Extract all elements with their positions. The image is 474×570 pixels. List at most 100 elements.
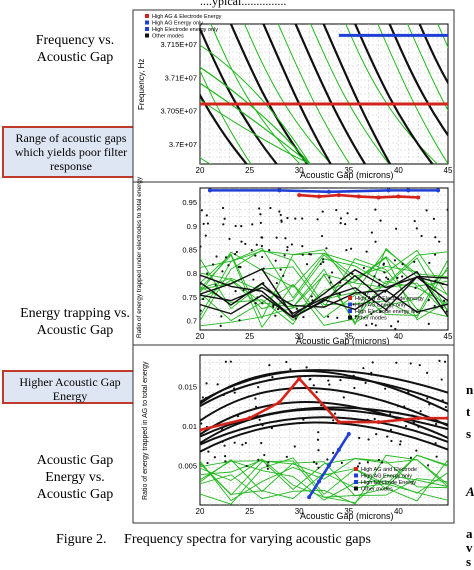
mode-point-black: [261, 302, 264, 305]
mode-point-black: [244, 441, 247, 445]
x-tick-label: 20: [196, 507, 205, 516]
mode-point-black: [254, 405, 258, 408]
mode-point-black: [339, 217, 343, 220]
legend-marker: [348, 302, 352, 307]
y-tick-label: 3.715E+07: [161, 40, 198, 49]
mode-point-black: [286, 249, 289, 252]
figure-caption: Figure 2. Frequency spectra for varying …: [56, 532, 371, 547]
mode-point-black: [240, 225, 243, 228]
x-tick-label: 40: [394, 332, 403, 341]
mode-point-black: [386, 435, 389, 438]
mode-point-black: [373, 417, 376, 421]
mode-point-black: [340, 461, 343, 464]
mode-point-black: [413, 260, 416, 263]
mode-point-black: [415, 227, 418, 230]
edge-fragment-6: v: [466, 540, 473, 555]
legend-entry: High AG Energy only: [152, 21, 203, 27]
mode-point-black: [380, 461, 384, 464]
legend-marker: [145, 14, 149, 18]
mode-point-black: [200, 422, 203, 425]
edge-fragment-3: s: [466, 426, 472, 441]
mode-point-black: [358, 462, 361, 465]
mode-point-black: [381, 413, 384, 416]
mode-point-black: [215, 255, 218, 258]
mode-point-black: [432, 217, 435, 221]
mode-line-black: [294, 24, 367, 164]
energy-trapping-line-1: Energy trapping vs.: [20, 306, 130, 321]
series-point-blue: [336, 447, 341, 452]
mode-point-black: [200, 309, 202, 312]
mode-line-black: [200, 369, 448, 403]
mode-point-black: [301, 217, 304, 220]
mode-point-black: [220, 315, 223, 318]
edge-fragment-1: n: [466, 382, 474, 397]
mode-point-black: [211, 263, 215, 266]
mode-point-black: [409, 456, 413, 459]
series-point-blue: [406, 188, 411, 193]
mode-point-black: [289, 368, 292, 371]
mode-point-black: [384, 308, 388, 311]
mode-point-black: [354, 315, 357, 318]
mode-point-black: [254, 302, 257, 305]
mode-point-black: [204, 234, 207, 237]
series-point-red: [247, 416, 252, 421]
mode-point-black: [396, 404, 400, 408]
mode-point-black: [365, 324, 368, 327]
mode-point-black: [266, 467, 269, 470]
mode-point-black: [384, 290, 387, 293]
series-point-red: [376, 195, 381, 200]
mode-point-black: [223, 217, 226, 220]
series-point-red: [297, 376, 302, 381]
poor-filter-line-2: which yields poor filter: [14, 145, 128, 159]
series-point-blue: [326, 189, 331, 194]
mode-point-black: [229, 360, 232, 363]
mode-point-black: [362, 266, 366, 270]
mode-point-black: [413, 219, 416, 223]
mode-point-black: [339, 281, 342, 284]
panel-frequency: 20 25 30 35 40 45 3.7E+07 3.705E+07 3.71E+07 3.71…: [132, 9, 455, 183]
mode-point-black: [255, 243, 258, 246]
mode-point-black: [285, 455, 288, 458]
mode-point-black: [438, 359, 441, 362]
mode-point-black: [434, 442, 437, 445]
mode-point-black: [241, 443, 244, 446]
mode-point-black: [407, 391, 410, 394]
mode-point-black: [441, 306, 444, 309]
legend-entry: High AG & Electrode energy: [355, 296, 424, 302]
series-point-blue: [326, 463, 331, 468]
mode-point-black: [433, 253, 437, 256]
panel-energy-trapping: 20 25 30 35 40 45 0.7 0.75 0.8 0.85 0.9 0.95 Acoust…: [132, 176, 455, 346]
mode-point-black: [401, 263, 404, 266]
mode-point-black: [366, 461, 369, 464]
mode-point-black: [441, 282, 444, 286]
mode-line-green: [200, 69, 252, 164]
x-tick-label: 40: [394, 507, 403, 516]
mode-point-black: [261, 424, 264, 427]
mode-point-black: [394, 327, 397, 330]
mode-point-black: [325, 247, 328, 250]
mode-point-black: [223, 444, 226, 447]
lines-frequency: [200, 24, 448, 164]
mode-point-black: [412, 421, 415, 424]
mode-point-black: [322, 258, 325, 261]
mode-point-black: [224, 360, 228, 363]
mode-line-black: [200, 276, 448, 315]
mode-point-black: [433, 304, 436, 308]
mode-point-black: [356, 465, 360, 468]
mode-point-black: [242, 289, 245, 292]
mode-point-black: [426, 397, 429, 400]
mode-point-black: [349, 247, 353, 250]
mode-point-black: [309, 253, 313, 256]
mode-line-black: [200, 270, 448, 319]
mode-point-black: [257, 385, 260, 389]
mode-point-black: [213, 456, 216, 459]
mode-point-black: [200, 282, 203, 285]
edge-fragment-4: A: [466, 484, 474, 499]
legend-marker: [348, 296, 352, 300]
mode-point-black: [370, 322, 374, 325]
legend-marker: [145, 20, 149, 25]
mode-point-black: [282, 274, 285, 277]
acoustic-gap-energy-line-3: Acoustic Gap: [36, 487, 114, 502]
x-tick-label: 45: [444, 166, 453, 175]
